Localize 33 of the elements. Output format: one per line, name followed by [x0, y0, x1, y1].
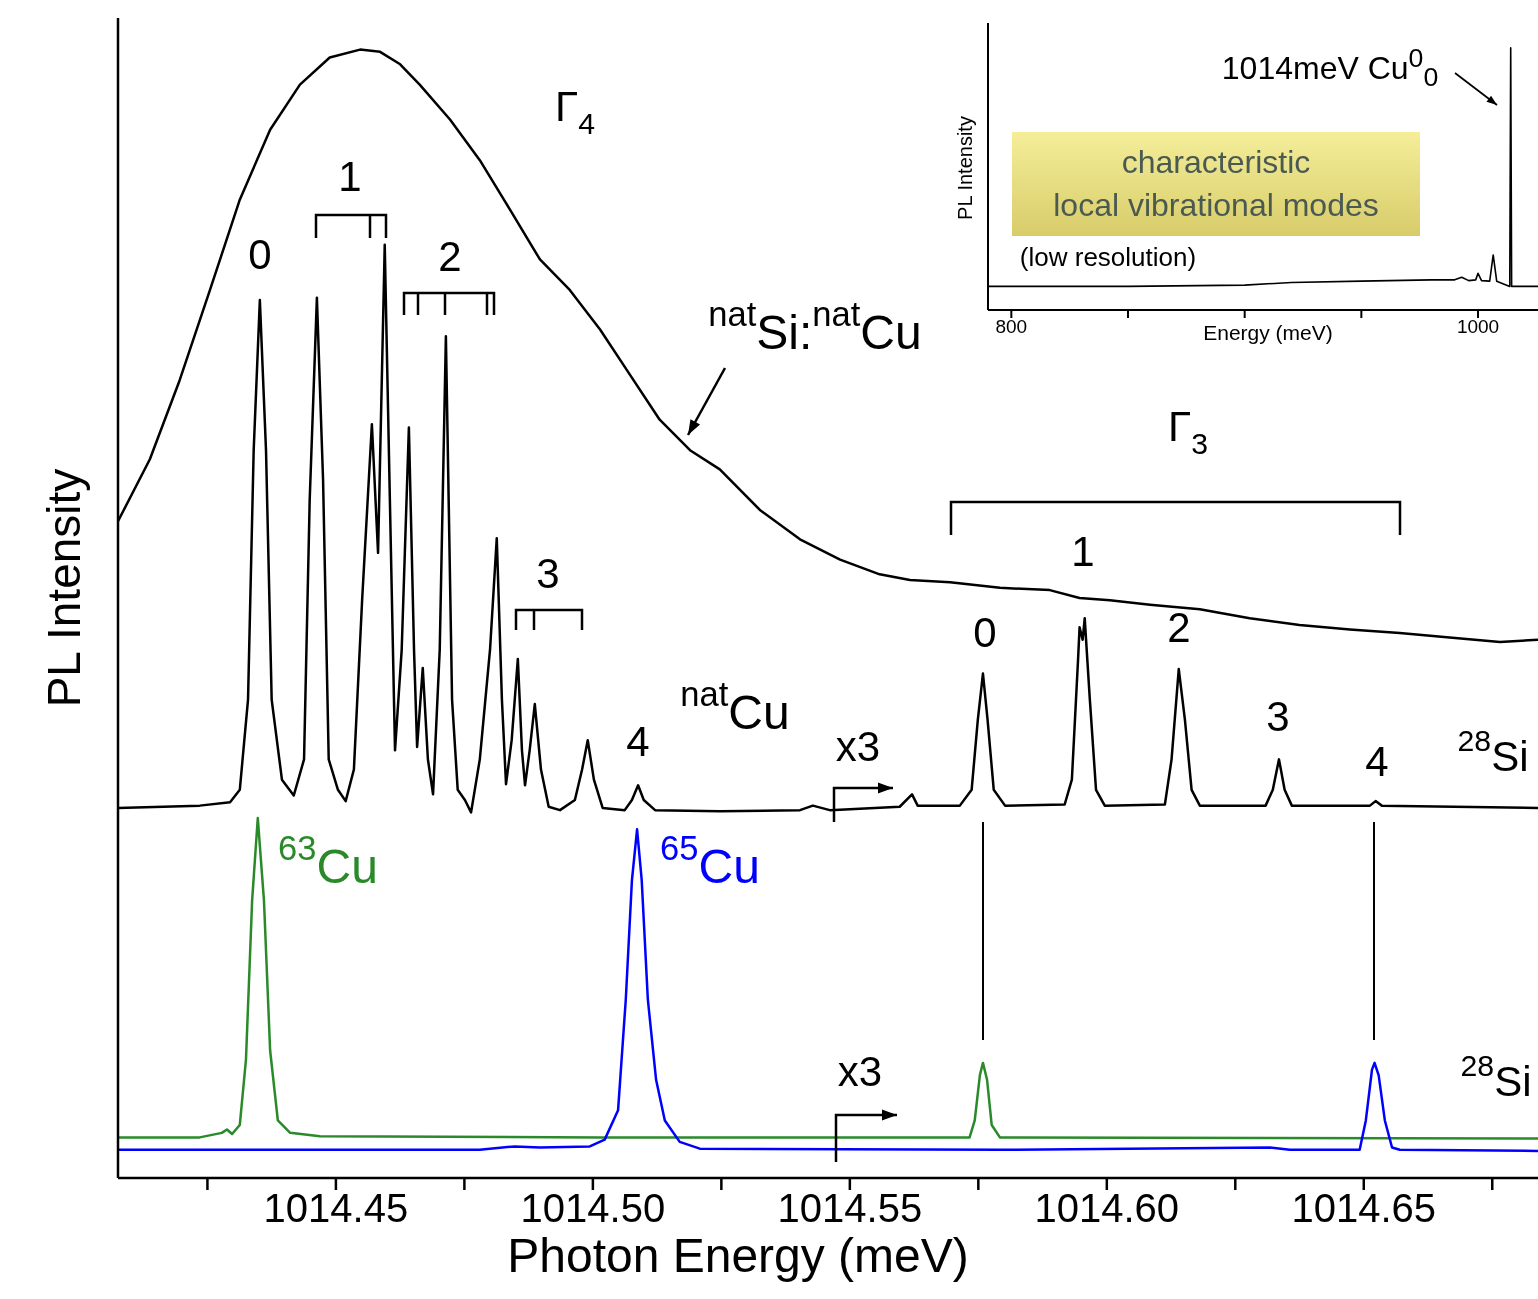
annotation: 3: [536, 550, 560, 598]
x-tick-label: 1014.65: [1291, 1186, 1437, 1231]
annotation: 2: [1167, 604, 1191, 652]
x-axis-title: Photon Energy (meV): [507, 1229, 969, 1282]
annotation: 0: [973, 609, 997, 657]
annotation: x3: [837, 1048, 883, 1096]
annotation: (low resolution): [1018, 241, 1198, 274]
annotation: $^{28}$Si: [1460, 1049, 1532, 1106]
series-label: $^{nat}$Si:$^{nat}$Cu: [708, 295, 922, 359]
annotation: 4: [1365, 738, 1389, 786]
series-label: $^{nat}$Cu: [680, 675, 790, 739]
annotation: x3: [835, 723, 881, 771]
x-tick-label: 1000: [1456, 316, 1500, 338]
y-axis-title: PL Intensity: [38, 468, 90, 708]
annotation: $^{28}$Si: [1457, 724, 1529, 781]
x-tick-label: 800: [995, 316, 1028, 338]
x-axis-title: Energy (meV): [1203, 321, 1333, 344]
x-tick-label: 1014.60: [1034, 1186, 1180, 1231]
annotation: 0: [248, 231, 272, 279]
annotation: characteristic local vibrational modes: [1012, 132, 1420, 236]
x-tick-label: 1014.55: [777, 1186, 923, 1231]
x-tick-label: 1014.50: [520, 1186, 666, 1231]
annotation: 3: [1266, 693, 1290, 741]
annotation: 2: [438, 233, 462, 281]
annotation: Γ$_{3}$: [1168, 403, 1208, 461]
series-label: $^{63}$Cu: [278, 829, 378, 893]
annotation: 1: [1071, 528, 1095, 576]
series-label: $^{65}$Cu: [660, 829, 760, 893]
x-tick-label: 1014.45: [263, 1186, 409, 1231]
annotation: Γ$_{4}$: [555, 83, 595, 141]
y-axis-title: PL Intensity: [954, 116, 976, 220]
annotation: 1: [338, 153, 362, 201]
annotation: 4: [626, 718, 650, 766]
